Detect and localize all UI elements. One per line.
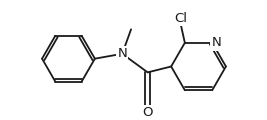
- Text: O: O: [142, 106, 153, 119]
- Text: N: N: [211, 36, 221, 49]
- Text: Cl: Cl: [174, 12, 187, 25]
- Text: N: N: [117, 47, 127, 60]
